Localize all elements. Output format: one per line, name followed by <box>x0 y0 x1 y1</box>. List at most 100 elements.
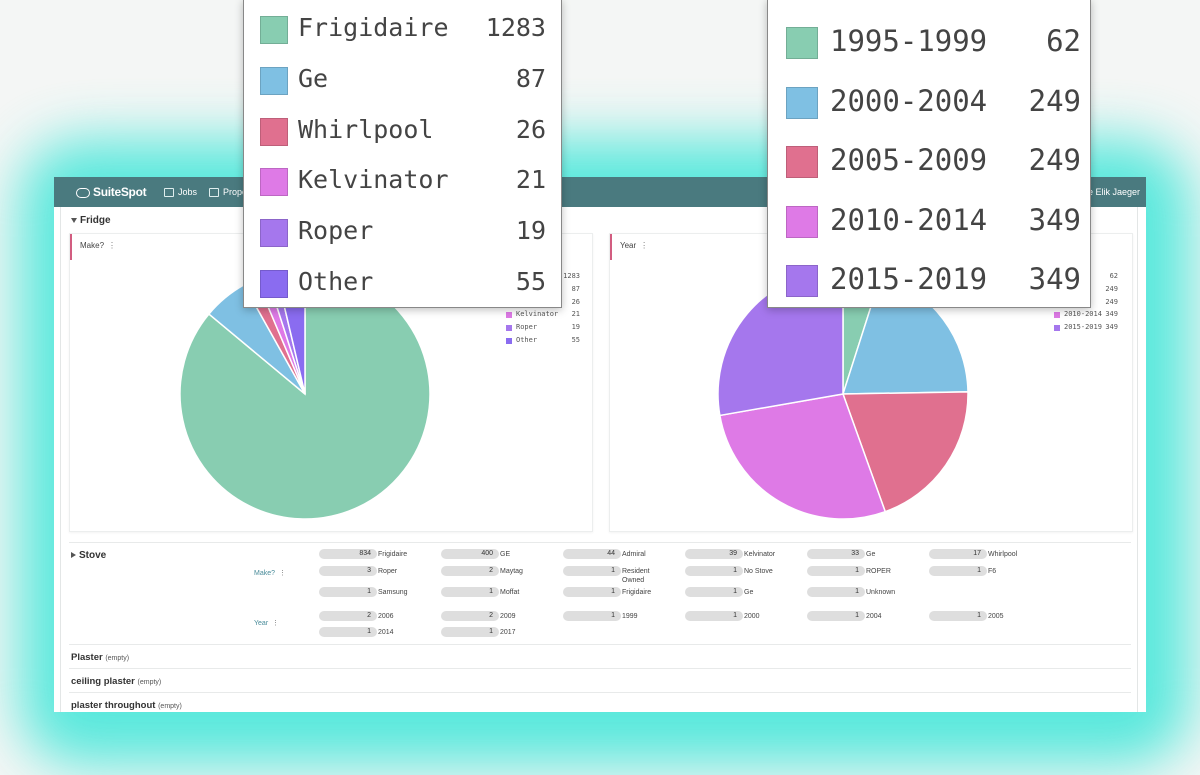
card-label-text: Year <box>620 241 637 250</box>
stove-section-toggle[interactable]: Stove <box>71 550 106 561</box>
pill-label: 2006 <box>378 613 394 620</box>
count-pill[interactable]: 1 <box>685 611 743 621</box>
legend-count: 249 <box>1105 284 1118 293</box>
zoom-legend-row: 2010-2014 349 <box>768 202 1090 266</box>
legend-count: 249 <box>1028 143 1081 177</box>
legend-swatch <box>786 146 818 178</box>
zoom-legend-row: Kelvinator 21 <box>244 165 561 219</box>
nav-item-properties[interactable]: Proper <box>209 187 250 197</box>
more-icon[interactable]: ⋮ <box>640 241 649 250</box>
fridge-section-toggle[interactable]: Fridge <box>71 215 111 226</box>
count-pill[interactable]: 17 <box>929 549 987 559</box>
legend-count: 62 <box>1109 272 1118 280</box>
legend-row[interactable]: 2010-2014 349 <box>1054 310 1118 320</box>
count-pill[interactable]: 1 <box>929 566 987 576</box>
pill-label: Maytag <box>500 568 523 575</box>
count-pill[interactable]: 1 <box>807 566 865 576</box>
legend-count: 87 <box>515 63 546 93</box>
section-title: Fridge <box>80 215 111 226</box>
stove-year-label: Year ⋮ <box>254 619 279 627</box>
count-pill[interactable]: 2 <box>441 566 499 576</box>
pill-label: Kelvinator <box>744 551 776 558</box>
count-pill[interactable]: 1 <box>929 611 987 621</box>
count-pill[interactable]: 834 <box>319 549 377 559</box>
more-icon[interactable]: ⋮ <box>279 570 287 577</box>
pill-label: Whirlpool <box>988 551 1018 558</box>
divider <box>69 542 1131 543</box>
pill-label: Ge <box>744 589 754 596</box>
nav-item-label: Jobs <box>178 187 198 197</box>
make-legend-zoom: Frigidaire 1283 Ge 87 Whirlpool 26 Kelvinator 2… <box>243 0 562 308</box>
count-pill[interactable]: 1 <box>563 587 621 597</box>
card-label: Make? ⋮ <box>70 234 116 260</box>
row-label-text: Make? <box>254 570 276 577</box>
plaster-throughout-section[interactable]: plaster throughout (empty) <box>71 700 182 711</box>
legend-swatch <box>260 16 288 44</box>
count-pill[interactable]: 1 <box>441 587 499 597</box>
legend-swatch <box>1054 312 1060 319</box>
legend-count: 55 <box>515 267 546 296</box>
zoom-legend-row: 2000-2004 249 <box>768 84 1090 147</box>
count-pill[interactable]: 44 <box>563 549 621 559</box>
legend-row[interactable]: 2015-2019 349 <box>1054 323 1118 333</box>
count-pill[interactable]: 1 <box>563 566 621 576</box>
legend-name: Other <box>516 336 538 344</box>
more-icon[interactable]: ⋮ <box>108 241 117 250</box>
count-pill[interactable]: 1 <box>685 587 743 597</box>
count-pill[interactable]: 1 <box>319 587 377 597</box>
nav-item-jobs[interactable]: Jobs <box>164 187 197 197</box>
building-icon <box>209 187 219 197</box>
legend-name: 2005-2009 <box>830 143 988 177</box>
welcome-user[interactable]: ome Elik Jaeger <box>1075 187 1140 197</box>
pill-label: Frigidaire <box>622 589 652 596</box>
count-pill[interactable]: 1 <box>685 566 743 576</box>
pie-slice-2005-2009[interactable] <box>841 391 969 513</box>
legend-count: 21 <box>571 310 580 319</box>
count-pill[interactable]: 33 <box>807 549 865 559</box>
card-label-text: Make? <box>80 241 105 250</box>
count-pill[interactable]: 1 <box>319 627 377 637</box>
count-pill[interactable]: 2 <box>441 611 499 621</box>
ceiling-plaster-section[interactable]: ceiling plaster (empty) <box>71 676 161 687</box>
count-pill[interactable]: 3 <box>319 566 377 576</box>
count-pill[interactable]: 1 <box>563 611 621 621</box>
count-pill[interactable]: 2 <box>319 611 377 621</box>
pill-label: Admiral <box>622 551 646 558</box>
pill-label: F6 <box>988 568 997 575</box>
legend-name: 2010-2014 <box>830 202 988 237</box>
more-icon[interactable]: ⋮ <box>272 620 280 627</box>
count-pill[interactable]: 39 <box>685 549 743 559</box>
legend-name: 2015-2019 <box>830 262 988 296</box>
legend-row[interactable]: Kelvinator 21 <box>506 310 580 320</box>
legend-name: Whirlpool <box>298 114 434 144</box>
briefcase-icon <box>164 187 174 197</box>
pill-label: ROPER <box>866 568 891 575</box>
pie-slice-2010-2014[interactable] <box>718 393 887 520</box>
divider <box>69 692 1131 693</box>
legend-name: 2010-2014 <box>1064 310 1102 319</box>
pill-label: Moffat <box>500 589 520 596</box>
count-pill[interactable]: 1 <box>807 587 865 597</box>
pill-label: 2009 <box>500 613 516 620</box>
pill-label: 2017 <box>500 629 516 636</box>
legend-swatch <box>786 205 818 238</box>
logo-text: SuiteSpot <box>93 185 147 199</box>
pill-label: Roper <box>378 568 398 575</box>
count-pill[interactable]: 1 <box>441 627 499 637</box>
count-pill[interactable]: 400 <box>441 549 499 559</box>
legend-count: 26 <box>571 297 580 306</box>
legend-count: 21 <box>515 165 546 195</box>
divider <box>69 668 1131 669</box>
legend-row[interactable]: Roper 19 <box>506 323 580 333</box>
legend-row[interactable]: Other 55 <box>506 336 580 346</box>
row-label-text: Year <box>254 620 269 627</box>
logo-icon <box>76 187 90 198</box>
logo[interactable]: SuiteSpot <box>76 185 147 199</box>
zoom-legend-row: 2015-2019 349 <box>768 262 1090 325</box>
empty-note: (empty) <box>105 655 130 662</box>
count-pill[interactable]: 1 <box>807 611 865 621</box>
pill-label: 2014 <box>378 629 394 636</box>
legend-swatch <box>260 117 288 146</box>
plaster-section[interactable]: Plaster (empty) <box>71 652 129 663</box>
legend-swatch <box>1054 325 1060 332</box>
